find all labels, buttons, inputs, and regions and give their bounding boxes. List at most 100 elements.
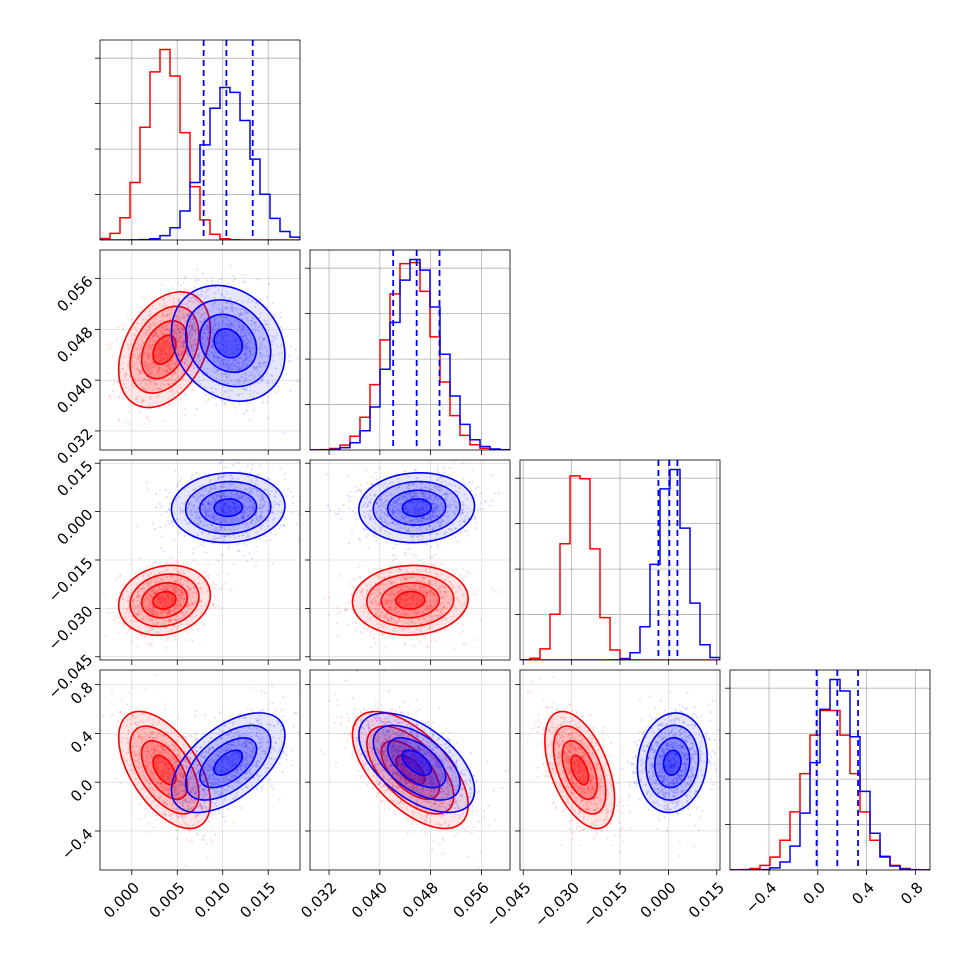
sample-point — [166, 313, 169, 316]
sample-point — [268, 478, 271, 481]
sample-point — [149, 343, 152, 347]
sample-point — [217, 355, 220, 359]
sample-point — [165, 511, 168, 514]
sample-point — [150, 323, 153, 326]
sample-point — [237, 457, 239, 459]
sample-point — [128, 348, 131, 352]
sample-point — [215, 360, 218, 363]
sample-point — [198, 302, 201, 305]
sample-point — [203, 457, 205, 459]
sample-point — [136, 596, 139, 599]
sample-point — [180, 345, 183, 348]
sample-point — [174, 579, 177, 582]
sample-point — [183, 361, 186, 364]
sample-point — [213, 331, 216, 334]
sample-point — [217, 333, 220, 336]
sample-point — [222, 348, 225, 351]
sample-point — [238, 325, 241, 328]
sample-point — [474, 488, 478, 491]
sample-point — [267, 354, 270, 357]
sample-point — [179, 313, 183, 316]
sample-point — [218, 341, 221, 344]
sample-point — [189, 300, 192, 303]
sample-point — [354, 629, 358, 632]
sample-point — [155, 348, 158, 351]
sample-point — [172, 335, 175, 338]
sample-point — [219, 308, 222, 311]
sample-point — [171, 382, 174, 385]
sample-point — [209, 375, 212, 378]
sample-point — [205, 279, 209, 282]
sample-point — [231, 389, 234, 392]
sample-point — [152, 344, 155, 347]
sample-point — [149, 380, 152, 384]
sample-point — [244, 309, 247, 312]
sample-point — [171, 366, 174, 369]
sample-point — [244, 351, 248, 354]
sample-point — [167, 353, 170, 356]
sample-point — [196, 545, 199, 548]
sample-point — [102, 593, 106, 596]
sample-point — [230, 379, 233, 382]
sample-point — [207, 337, 210, 341]
sample-point — [255, 367, 258, 370]
sample-point — [271, 302, 274, 305]
sample-point — [234, 337, 237, 340]
sample-point — [238, 313, 241, 316]
sample-point — [180, 353, 183, 356]
sample-point — [191, 322, 194, 325]
sample-point — [197, 352, 200, 355]
sample-point — [226, 341, 229, 344]
sample-point — [179, 289, 182, 292]
sample-point — [96, 603, 98, 605]
sample-point — [148, 337, 151, 340]
sample-point — [247, 297, 251, 300]
sample-point — [165, 324, 168, 327]
sample-point — [129, 473, 131, 475]
sample-point — [222, 361, 225, 364]
sample-point — [210, 387, 213, 390]
sample-point — [264, 539, 267, 543]
sample-point — [210, 331, 213, 334]
sample-point — [138, 556, 141, 559]
sample-point — [197, 380, 200, 383]
sample-point — [206, 336, 209, 339]
panel-content — [310, 460, 510, 660]
sample-point — [474, 494, 477, 497]
sample-point — [192, 364, 195, 367]
sample-point — [141, 340, 144, 343]
sample-point — [194, 339, 197, 342]
sample-point — [166, 379, 169, 382]
sample-point — [195, 471, 198, 474]
sample-point — [149, 642, 152, 646]
sample-point — [145, 378, 148, 381]
sample-point — [328, 596, 331, 599]
sample-point — [196, 300, 199, 303]
sample-point — [146, 379, 149, 382]
sample-point — [159, 387, 162, 390]
sample-point — [242, 326, 245, 329]
sample-point — [186, 563, 189, 566]
sample-point — [159, 358, 162, 361]
sample-point — [170, 346, 173, 349]
sample-point — [170, 359, 173, 362]
sample-point — [196, 337, 200, 340]
sample-point — [172, 300, 175, 303]
sample-point — [192, 315, 195, 318]
sample-point — [160, 356, 163, 359]
sample-point — [224, 340, 227, 343]
sample-point — [241, 317, 244, 320]
sample-point — [211, 603, 215, 607]
sample-point — [217, 324, 220, 328]
sample-point — [177, 297, 180, 300]
sample-point — [337, 612, 340, 615]
sample-point — [156, 373, 159, 376]
sample-point — [152, 343, 155, 346]
sample-point — [115, 338, 118, 341]
sample-point — [235, 309, 238, 312]
sample-point — [194, 329, 197, 332]
sample-point — [167, 365, 170, 368]
sample-point — [246, 356, 249, 359]
sample-point — [295, 523, 299, 526]
sample-point — [241, 312, 244, 315]
